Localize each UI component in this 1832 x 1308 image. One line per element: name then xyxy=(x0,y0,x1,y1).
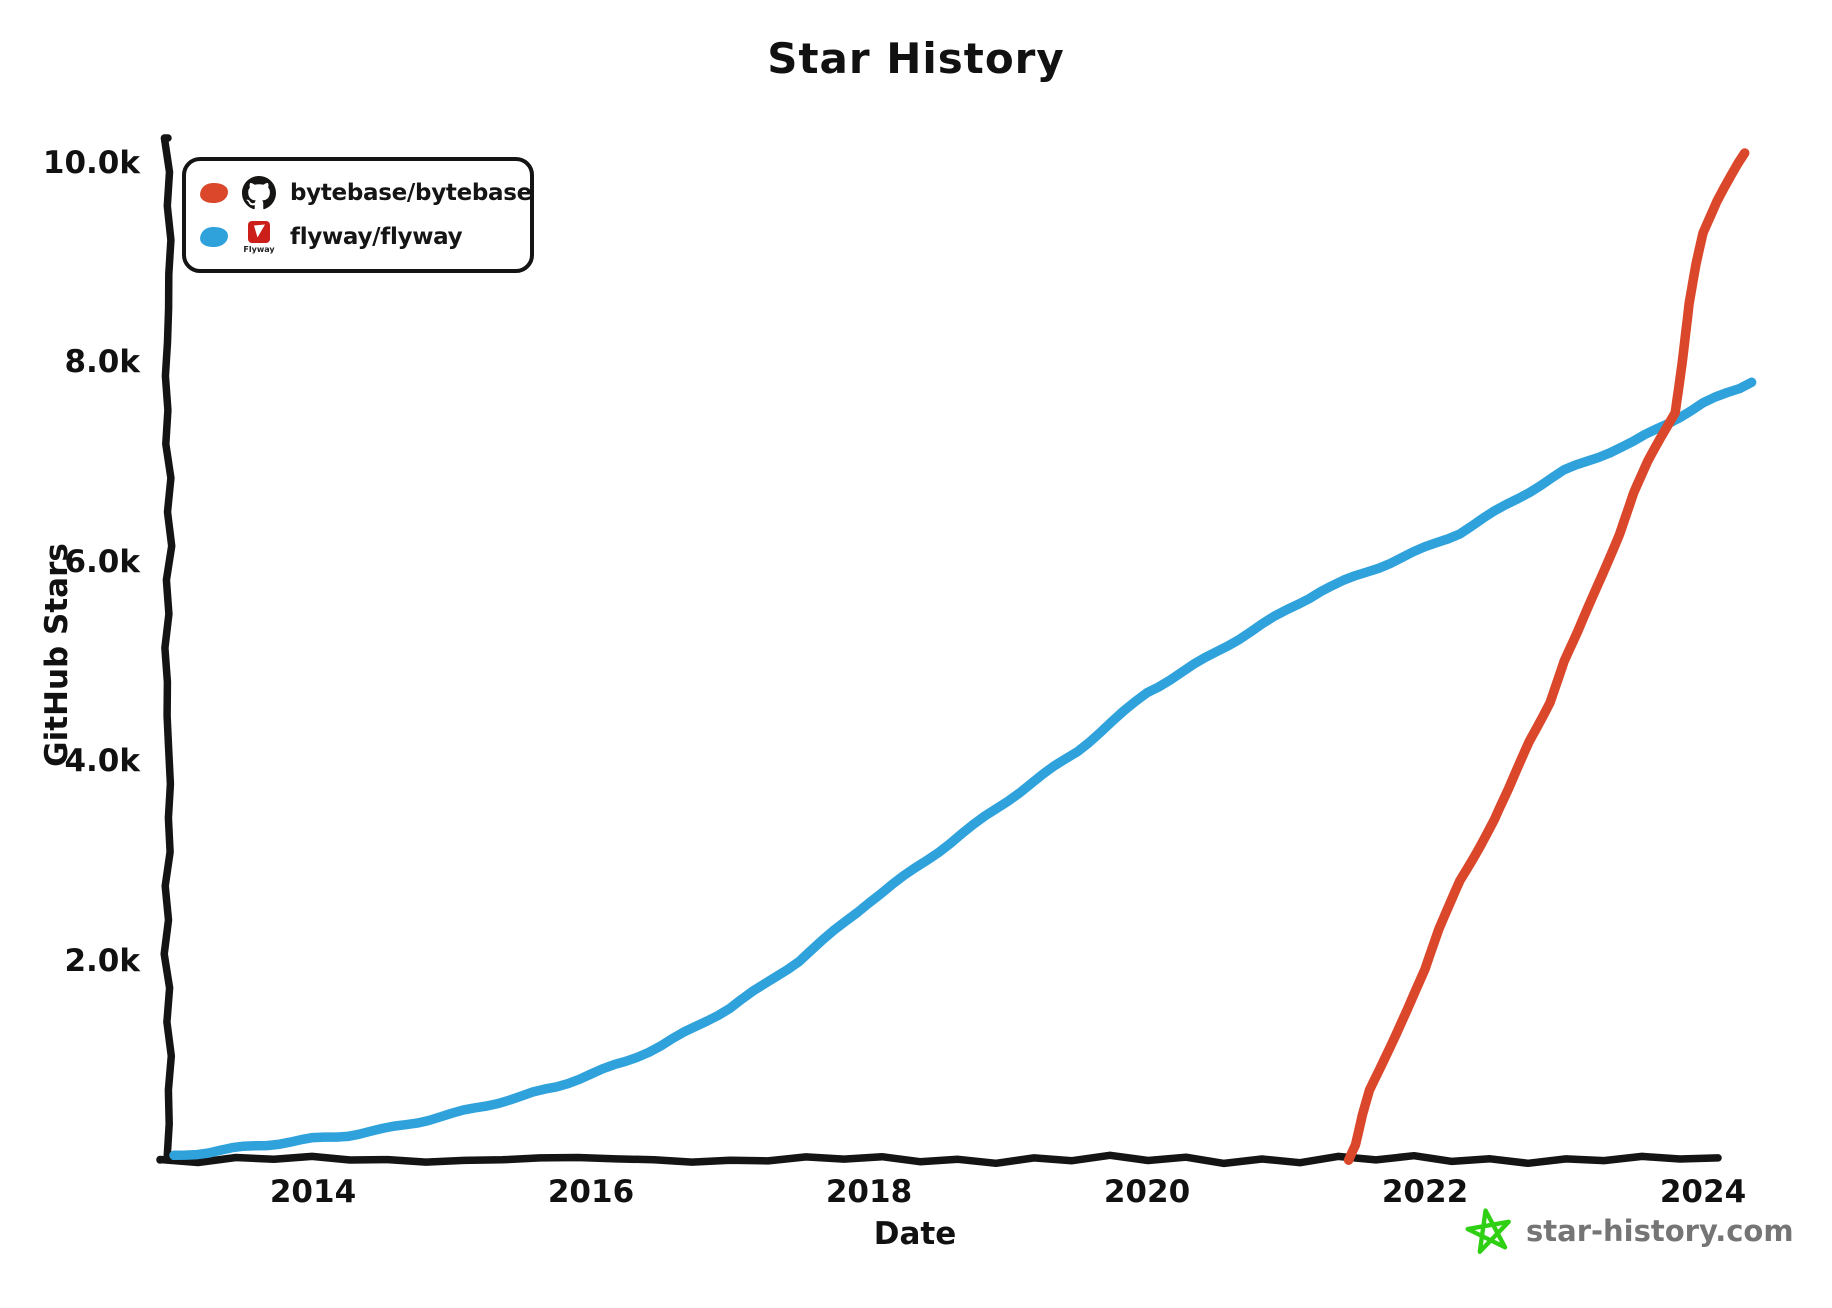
y-tick-label-2.0k: 2.0k xyxy=(64,942,140,979)
y-axis-title: GitHub Stars xyxy=(39,543,75,767)
x-tick-label-2020: 2020 xyxy=(1103,1174,1191,1210)
bytebase-color-swatch xyxy=(199,182,229,205)
x-tick-label-2018: 2018 xyxy=(825,1174,913,1210)
y-tick-label-8.0k: 8.0k xyxy=(64,344,140,381)
legend-label-bytebase: bytebase/bytebase xyxy=(290,180,532,207)
flyway-series-line xyxy=(169,377,1757,1161)
y-tick-label-4.0k: 4.0k xyxy=(64,743,140,780)
bytebase-series-line xyxy=(1343,148,1750,1165)
x-tick-label-2024: 2024 xyxy=(1659,1174,1747,1210)
github-icon xyxy=(239,176,279,210)
y-axis-line xyxy=(160,134,176,1162)
star-icon xyxy=(1464,1204,1514,1258)
legend-label-flyway: flyway/flyway xyxy=(290,223,463,250)
legend-item-bytebase: bytebase/bytebase xyxy=(199,176,532,210)
x-tick-label-2014: 2014 xyxy=(269,1174,357,1210)
flyway-icon: Flyway xyxy=(239,220,279,254)
y-tick-label-10.0k: 10.0k xyxy=(42,145,140,181)
flyway-color-swatch xyxy=(199,225,229,248)
legend: bytebase/bytebase Flyway flyway/flyway xyxy=(182,157,534,273)
flyway-icon-caption: Flyway xyxy=(243,244,275,254)
watermark-link-text: star-history.com xyxy=(1526,1214,1794,1248)
legend-item-flyway: Flyway flyway/flyway xyxy=(199,220,516,254)
x-axis-title: Date xyxy=(873,1216,957,1252)
x-tick-label-2016: 2016 xyxy=(547,1174,635,1210)
chart-title: Star History xyxy=(767,34,1065,83)
x-axis-line xyxy=(156,1151,1722,1168)
x-tick-label-2022: 2022 xyxy=(1381,1174,1469,1210)
y-tick-label-6.0k: 6.0k xyxy=(64,543,140,580)
watermark: star-history.com xyxy=(1464,1204,1794,1258)
